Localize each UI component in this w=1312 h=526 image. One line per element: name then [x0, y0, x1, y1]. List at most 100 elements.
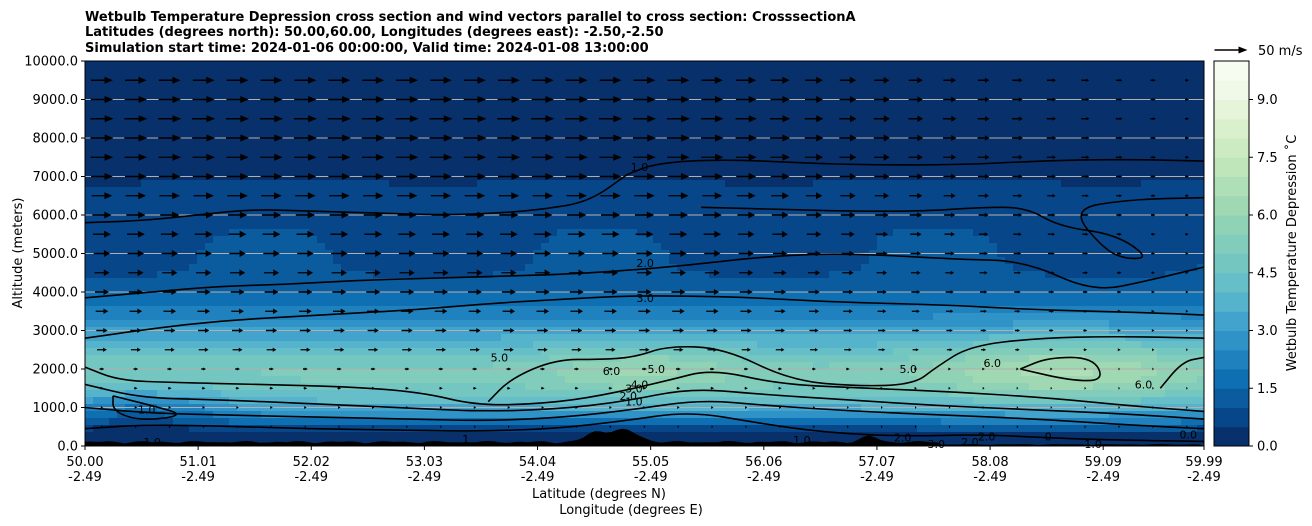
wind-vector — [1151, 271, 1155, 275]
wind-vector — [878, 328, 886, 333]
wind-vector — [910, 251, 921, 256]
wind-vector — [265, 308, 278, 314]
colorbar-label: Wetbulb Temperature Depression ˚C — [1284, 135, 1300, 372]
wind-vectors — [90, 76, 1190, 429]
wind-vector — [1012, 154, 1023, 160]
wind-vector — [265, 328, 278, 333]
wind-vector — [877, 309, 887, 314]
wind-vector — [771, 192, 789, 200]
wind-vector — [327, 134, 351, 142]
wind-vector — [535, 269, 551, 277]
wind-vector — [1049, 348, 1054, 352]
wind-vector — [91, 192, 113, 200]
x-tick-label-lat: 51.01 — [180, 455, 217, 470]
wind-vector — [299, 308, 312, 314]
wind-vector — [230, 289, 245, 295]
wind-vector — [463, 96, 487, 103]
wind-vector — [701, 76, 723, 84]
wind-vector — [1081, 97, 1090, 102]
wind-vector — [328, 96, 351, 103]
y-tick-label: 9000.0 — [33, 93, 79, 108]
wind-vector — [429, 153, 453, 161]
contour-line-3 — [85, 295, 1204, 339]
quiver-key-arrow — [1214, 46, 1248, 54]
wind-vector — [398, 230, 416, 238]
y-tick-label: 0.0 — [57, 440, 78, 455]
colorbar-band — [1214, 118, 1249, 139]
wind-vector — [362, 96, 385, 103]
wind-vector — [1050, 425, 1053, 429]
wind-vector — [362, 153, 385, 161]
wind-vector — [1150, 194, 1156, 198]
wind-vector — [401, 328, 413, 333]
wind-vector — [880, 386, 884, 390]
colorbar-band — [1214, 369, 1249, 389]
wind-vector — [501, 269, 517, 277]
wind-vector — [329, 211, 349, 219]
wind-vector — [1047, 232, 1056, 236]
wind-vector — [463, 115, 487, 123]
y-tick-label: 2000.0 — [33, 363, 79, 378]
x-tick-label-lon: -2.49 — [294, 470, 328, 485]
wind-vector — [908, 77, 923, 84]
wind-vector — [537, 328, 549, 333]
wind-vector — [943, 154, 957, 161]
wind-vector — [536, 308, 549, 314]
wind-vector — [164, 328, 176, 333]
x-tick-label-lon: -2.49 — [747, 470, 781, 485]
wind-vector — [90, 153, 114, 161]
wind-vector — [874, 173, 890, 180]
wind-vector — [270, 406, 273, 409]
colorbar-tick-label: 1.5 — [1257, 382, 1278, 397]
wind-vector — [943, 193, 956, 199]
wind-vector — [464, 173, 486, 180]
wind-vector — [945, 290, 954, 294]
colorbar-band — [1214, 80, 1249, 100]
contour-label: 2.0 — [978, 430, 996, 443]
wind-vector — [909, 192, 923, 199]
wind-vector — [873, 134, 890, 142]
wind-vector — [395, 96, 419, 103]
wind-vector — [912, 348, 919, 352]
wind-vector — [701, 115, 724, 123]
wind-vector — [130, 347, 141, 352]
wind-vector — [1050, 367, 1053, 371]
wind-vector — [160, 230, 179, 238]
wind-vector — [406, 425, 408, 429]
colorbar-bands — [1214, 61, 1249, 447]
wind-vector — [90, 115, 114, 123]
wind-vector — [804, 134, 824, 142]
wind-vector — [1185, 309, 1189, 313]
contour-label: 3.0 — [625, 382, 643, 395]
y-axis: 0.0 1000.0 2000.0 3000.0 4000.0 5000.0 6000.0 7… — [24, 55, 85, 455]
wind-vector — [770, 96, 790, 103]
wind-vector — [1015, 348, 1020, 352]
wind-vector — [201, 386, 206, 390]
wind-vector — [196, 269, 212, 277]
contour-label: 2.0 — [636, 257, 654, 270]
wind-vector — [605, 328, 617, 333]
wind-vector — [95, 308, 109, 314]
wind-vector — [541, 406, 544, 409]
wind-vector — [93, 250, 111, 257]
wind-vector — [873, 115, 890, 123]
contour-label: 5.0 — [900, 363, 918, 376]
wind-vector — [676, 367, 681, 371]
x-tick-label-lon: -2.49 — [521, 470, 555, 485]
wind-vector — [503, 347, 514, 352]
wind-vector — [293, 115, 317, 123]
wind-vector — [1013, 213, 1022, 217]
wind-vector — [125, 173, 147, 180]
wind-vector — [162, 269, 178, 277]
wind-vector — [982, 367, 985, 371]
wind-vector — [500, 250, 518, 257]
wind-vector — [501, 289, 516, 295]
wind-vector — [677, 406, 680, 409]
wind-vector — [1046, 135, 1057, 141]
wind-vector — [809, 309, 820, 314]
wind-vector — [633, 115, 656, 123]
wind-vector — [841, 231, 855, 238]
wind-vector — [497, 134, 521, 142]
contour-label: 1.0 — [138, 403, 156, 416]
wind-vector — [977, 135, 990, 141]
